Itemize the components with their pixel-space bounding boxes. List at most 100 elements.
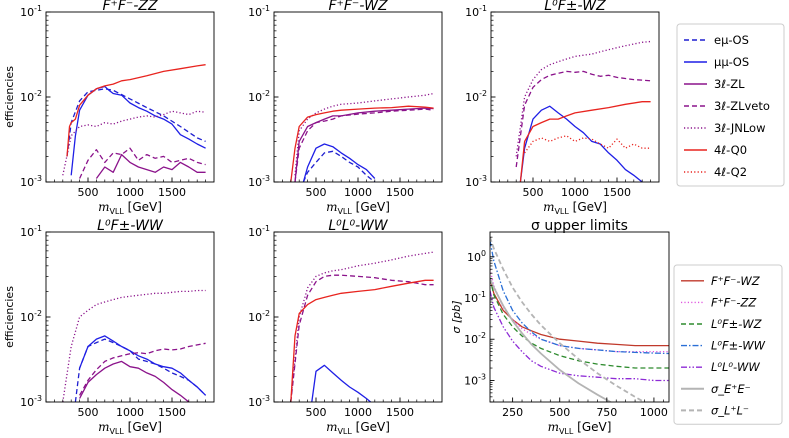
y-tick-label: 10-2 — [20, 309, 42, 324]
chart-panel: 10-3 10-2 10-1 500 1000 1500 F⁺F⁻-ZZ mVLL [GeV]… — [3, 0, 215, 216]
y-tick-label: 10-3 — [248, 174, 270, 189]
series-line — [302, 143, 376, 182]
chart-panel: 10-3 10-2 10-1 500 1000 1500 F⁺F⁻-WZ mVLL [GeV] — [248, 0, 443, 216]
series-line — [490, 278, 669, 369]
x-tick-label: 500 — [306, 186, 327, 199]
panel-title: L⁰F±-WZ — [544, 0, 606, 14]
legend-label: 3ℓ-JNLow — [714, 121, 766, 135]
legend-label: μμ-OS — [714, 55, 749, 69]
series-line — [290, 274, 434, 402]
series-line — [490, 278, 613, 402]
y-tick-label: 10-3 — [20, 174, 42, 189]
legend-label: F⁺F⁻-ZZ — [711, 295, 757, 309]
y-tick-label: 10-1 — [20, 224, 42, 239]
y-tick-label: 10-1 — [20, 4, 42, 19]
chart-panel: 10-3 10-2 10-1 500 1000 1500 L⁰F±-WW mVLL [GeV]… — [3, 218, 215, 436]
x-tick-label: 750 — [596, 406, 617, 419]
legend-label: L⁰F±-WW — [711, 339, 766, 353]
y-tick-label: 10-1 — [248, 224, 270, 239]
axes-frame — [490, 11, 660, 183]
series-line — [62, 289, 206, 402]
axes-frame — [273, 11, 443, 183]
series-line — [519, 101, 651, 182]
series-group — [490, 236, 669, 402]
legend-label: 3ℓ-ZLveto — [714, 99, 770, 113]
x-tick-label: 1000 — [344, 186, 372, 199]
y-tick-label: 10-2 — [248, 309, 270, 324]
axes-frame — [489, 231, 670, 403]
panel-title: L⁰L⁰-WW — [328, 218, 388, 234]
legend-box — [676, 23, 785, 187]
y-tick-label: 100 — [467, 249, 486, 264]
x-tick-label: 1500 — [158, 186, 186, 199]
series-line — [95, 153, 206, 179]
series-line — [515, 70, 651, 168]
x-axis-label: mVLL [GeV] — [543, 200, 607, 216]
series-group — [515, 40, 651, 182]
legend-label: σ_E⁺E⁻ — [711, 382, 751, 396]
legend-label: 4ℓ-Q2 — [714, 165, 747, 179]
y-tick-label: 10-2 — [20, 89, 42, 104]
legend-label: σ_L⁺L⁻ — [711, 403, 749, 417]
legend-label: 3ℓ-ZL — [714, 77, 745, 91]
y-tick-label: 10-1 — [248, 4, 270, 19]
x-tick-label: 1000 — [116, 406, 144, 419]
x-tick-label: 500 — [78, 406, 99, 419]
x-tick-label: 1000 — [640, 406, 668, 419]
series-line — [78, 335, 207, 396]
series-line — [290, 279, 434, 402]
series-line — [79, 342, 206, 396]
panel-title: L⁰F±-WW — [97, 218, 164, 234]
y-tick-label: 10-3 — [20, 394, 42, 409]
series-line — [519, 105, 643, 182]
y-tick-label: 10-3 — [464, 372, 486, 387]
series-line — [490, 240, 669, 355]
x-tick-label: 1500 — [386, 186, 414, 199]
y-tick-label: 10-2 — [248, 89, 270, 104]
series-line — [290, 105, 434, 182]
series-line — [294, 107, 434, 182]
legend-label: L⁰L⁰-WW — [711, 360, 760, 374]
series-line — [79, 147, 206, 179]
x-tick-label: 500 — [523, 186, 544, 199]
chart-panel: 10-3 10-2 10-1 500 1000 1500 L⁰F±-WZ mVLL [GeV] — [465, 0, 660, 216]
series-line — [294, 108, 434, 182]
y-tick-label: 10-3 — [248, 394, 270, 409]
legend-label: eμ-OS — [714, 33, 749, 47]
series-line — [490, 278, 669, 347]
x-axis-label: mVLL [GeV] — [548, 420, 612, 436]
series-line — [66, 64, 206, 157]
x-axis-label: mVLL [GeV] — [326, 420, 390, 436]
x-tick-label: 1000 — [561, 186, 589, 199]
efficiency-legend: eμ-OS μμ-OS 3ℓ-ZL 3ℓ-ZLveto 3ℓ-JNLow 4ℓ-Q0 4ℓ-… — [676, 23, 785, 187]
series-line — [290, 251, 434, 402]
y-tick-label: 10-2 — [464, 331, 486, 346]
series-line — [79, 360, 190, 402]
y-tick-label: 10-2 — [465, 89, 487, 104]
series-line — [294, 92, 434, 176]
legend-box — [673, 264, 783, 425]
panel-title: F⁺F⁻-WZ — [328, 0, 388, 14]
x-tick-label: 1000 — [116, 186, 144, 199]
series-line — [62, 110, 206, 176]
series-line — [515, 40, 651, 157]
x-tick-label: 500 — [549, 406, 570, 419]
y-tick-label: 10-1 — [465, 4, 487, 19]
x-tick-label: 1000 — [344, 406, 372, 419]
series-line — [524, 135, 651, 154]
panel-title: σ upper limits — [531, 218, 628, 234]
y-tick-label: 10-1 — [464, 290, 486, 305]
panel-title: F⁺F⁻-ZZ — [102, 0, 158, 14]
y-axis-label: efficiencies — [3, 66, 16, 128]
series-group — [290, 251, 434, 402]
x-tick-label: 250 — [502, 406, 523, 419]
axes-frame — [45, 231, 215, 403]
chart-panel: 10-3 10-2 10-1 500 1000 1500 L⁰L⁰-WW mVLL [GeV] — [248, 218, 443, 436]
series-line — [311, 364, 372, 402]
x-axis-label: mVLL [GeV] — [98, 420, 162, 436]
x-tick-label: 1500 — [158, 406, 186, 419]
y-axis-label: σ [pb] — [450, 300, 463, 333]
series-line — [490, 236, 646, 402]
panels: 10-3 10-2 10-1 500 1000 1500 F⁺F⁻-ZZ mVLL [GeV]… — [3, 0, 670, 436]
